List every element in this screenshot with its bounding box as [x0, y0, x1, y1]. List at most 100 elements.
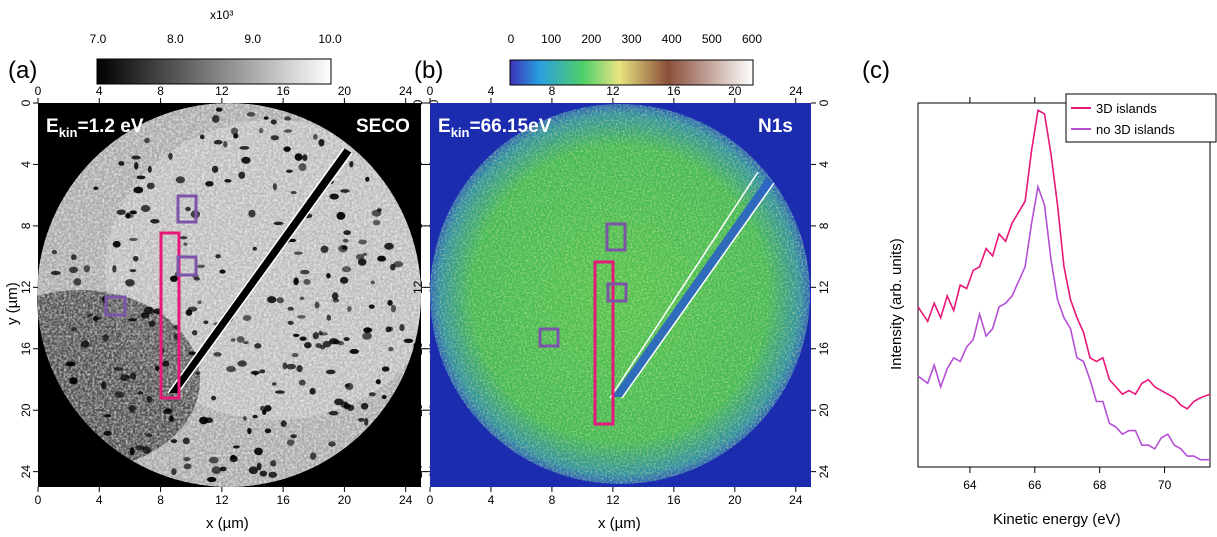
y-tick-label: 20: [19, 403, 33, 417]
panel-a: (a) x10³ 7.0 8.0 9.0 10.0 00448812121616202…: [4, 8, 441, 532]
x-tick-label-top: 20: [338, 84, 352, 98]
y-tick-label-right: 24: [817, 465, 831, 479]
x-tick-label-top: 24: [399, 84, 413, 98]
y-tick-label: 16: [19, 342, 33, 356]
x-tick-label-top: 16: [667, 84, 681, 98]
roi-purple-b-1: [605, 222, 627, 252]
panel-c-xlabel: Kinetic energy (eV): [993, 511, 1121, 528]
legend-c: 3D islands no 3D islands: [1065, 93, 1217, 143]
y-tick-label: 4: [19, 161, 33, 168]
legend-item-3d: 3D islands: [1096, 101, 1157, 116]
c-x-tick-label: 68: [1093, 478, 1107, 492]
x-tick-label-top: 0: [427, 84, 434, 98]
energy-label-a: Ekin=1.2 eV: [46, 116, 144, 140]
panel-b: (b) 0 100 200 300 400 500 600 0044881212161620…: [411, 32, 831, 532]
colorbar-b-gradient: [509, 59, 754, 86]
x-tick-label: 0: [427, 493, 434, 507]
y-tick-label: 24: [411, 465, 425, 479]
energy-a-value: =1.2 eV: [77, 116, 143, 137]
x-tick-label-top: 8: [157, 84, 164, 98]
x-tick-label: 24: [789, 493, 803, 507]
y-tick-label: 8: [411, 222, 425, 229]
y-tick-label: 12: [411, 280, 425, 294]
panel-c: (c) 64 66 68 70 Kinetic energy (eV) Intensi…: [862, 57, 1217, 528]
svg-text:Ekin=1.2 eV: Ekin=1.2 eV: [46, 116, 144, 140]
x-tick-label-top: 8: [549, 84, 556, 98]
y-tick-label-right: 16: [817, 342, 831, 356]
colorbar-tick-label: 100: [541, 32, 561, 46]
roi-pink-b: [593, 260, 615, 426]
y-tick-label: 16: [411, 342, 425, 356]
y-tick-label-right: 4: [817, 161, 831, 168]
roi-purple-b-2: [606, 282, 628, 303]
c-x-tick-label: 64: [963, 478, 977, 492]
legend-box: [1065, 93, 1217, 143]
x-tick-label: 8: [549, 493, 556, 507]
colorbar-a-gradient: [96, 58, 332, 85]
x-tick-label: 12: [606, 493, 620, 507]
legend-item-no3d: no 3D islands: [1096, 122, 1175, 137]
colorbar-tick-label: 7.0: [90, 32, 107, 46]
panel-a-ylabel: y (µm): [4, 282, 21, 325]
x-tick-label-top: 12: [606, 84, 620, 98]
roi-purple-a-2: [176, 255, 198, 277]
panel-a-xlabel: x (µm): [206, 515, 249, 532]
y-tick-label: 20: [411, 403, 425, 417]
panel-b-xlabel: x (µm): [598, 515, 641, 532]
y-tick-label-right: 12: [817, 280, 831, 294]
colorbar-tick-label: 200: [581, 32, 601, 46]
x-tick-label: 4: [488, 493, 495, 507]
y-tick-label: 24: [19, 465, 33, 479]
y-tick-label: 4: [411, 161, 425, 168]
colorbar-a-multiplier: x10³: [210, 8, 233, 22]
colorbar-a: x10³ 7.0 8.0 9.0 10.0: [90, 8, 342, 85]
colorbar-tick-label: 10.0: [318, 32, 342, 46]
panel-a-label: (a): [8, 57, 37, 84]
y-tick-label-right: 0: [817, 99, 831, 106]
colorbar-tick-label: 0: [508, 32, 515, 46]
y-tick-label: 8: [19, 222, 33, 229]
plot-c-frame: [917, 102, 1211, 468]
panel-c-ylabel: Intensity (arb. units): [888, 238, 905, 370]
energy-a-e: E: [46, 116, 59, 137]
x-tick-label-top: 24: [789, 84, 803, 98]
x-tick-label: 16: [276, 493, 290, 507]
roi-purple-a-3: [104, 295, 127, 317]
y-tick-label-right: 20: [817, 403, 831, 417]
x-tick-label: 20: [338, 493, 352, 507]
x-tick-label: 20: [728, 493, 742, 507]
seco-tag: SECO: [356, 116, 410, 137]
x-tick-label: 16: [667, 493, 681, 507]
series-line-1: [917, 109, 1211, 410]
roi-purple-a-1: [176, 194, 198, 224]
x-tick-label-top: 0: [35, 84, 42, 98]
energy-b-e: E: [438, 116, 451, 137]
n1s-tag: N1s: [758, 116, 793, 137]
x-tick-label: 0: [35, 493, 42, 507]
x-tick-label: 24: [399, 493, 413, 507]
roi-pink-a: [159, 231, 181, 400]
svg-text:Ekin=66.15eV: Ekin=66.15eV: [438, 116, 552, 140]
y-tick-label: 0: [19, 99, 33, 106]
c-x-tick-label: 66: [1028, 478, 1042, 492]
colorbar-tick-label: 8.0: [167, 32, 184, 46]
x-tick-label-top: 4: [488, 84, 495, 98]
x-tick-label: 12: [215, 493, 229, 507]
energy-a-sub: kin: [59, 125, 78, 140]
colorbar-tick-label: 300: [621, 32, 641, 46]
y-tick-label-right: 0: [427, 99, 441, 106]
panel-c-label: (c): [862, 57, 890, 84]
colorbar-tick-label: 400: [662, 32, 682, 46]
energy-label-b: Ekin=66.15eV: [438, 116, 552, 140]
y-tick-label: 0: [411, 99, 425, 106]
y-tick-label-right: 8: [817, 222, 831, 229]
energy-b-sub: kin: [451, 125, 470, 140]
x-tick-label-top: 20: [728, 84, 742, 98]
roi-purple-b-3: [538, 327, 560, 348]
panel-b-label: (b): [414, 57, 443, 84]
x-tick-label-top: 16: [276, 84, 290, 98]
x-tick-label-top: 12: [215, 84, 229, 98]
colorbar-tick-label: 9.0: [244, 32, 261, 46]
colorbar-b: 0 100 200 300 400 500 600: [508, 32, 762, 86]
